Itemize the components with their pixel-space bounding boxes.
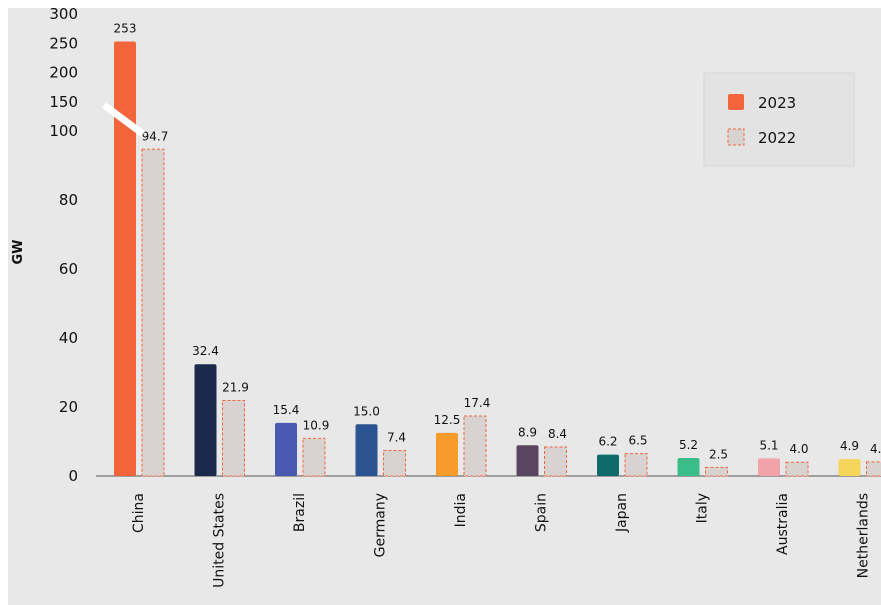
data-label-2023: 32.4 xyxy=(192,344,219,358)
y-axis-label: GW xyxy=(11,239,26,264)
bar-2023 xyxy=(597,454,619,476)
y-tick-label: 300 xyxy=(49,8,78,23)
bar-2023 xyxy=(194,364,217,476)
y-tick-label: 200 xyxy=(49,64,78,82)
data-label-2023: 12.5 xyxy=(434,413,461,427)
data-label-2023: 6.2 xyxy=(598,435,617,449)
legend-label-2023: 2023 xyxy=(758,94,796,112)
data-label-2022: 10.9 xyxy=(303,418,330,432)
bar-2023 xyxy=(275,422,297,476)
bar-2022 xyxy=(383,449,406,477)
data-label-2022: 6.5 xyxy=(628,434,647,448)
data-label-2023: 253 xyxy=(114,21,137,35)
data-label-2022: 8.4 xyxy=(548,427,567,441)
y-tick-label: 250 xyxy=(49,34,78,52)
x-category-label: Italy xyxy=(695,493,711,523)
data-label-2022: 2.5 xyxy=(709,447,728,461)
data-label-2022: 4.0 xyxy=(789,442,808,456)
y-tick-label: 150 xyxy=(49,93,78,111)
bar-2022 xyxy=(866,461,881,477)
data-label-2023: 4.9 xyxy=(840,439,859,453)
x-category-label: Germany xyxy=(373,493,389,557)
bar-2023 xyxy=(758,458,780,476)
data-label-2023: 5.1 xyxy=(759,438,778,452)
x-category-label: Netherlands xyxy=(856,493,872,578)
bar-2023 xyxy=(677,458,700,476)
legend-swatch-2023 xyxy=(728,94,744,110)
y-tick-label: 80 xyxy=(59,191,78,209)
legend-swatch-2022 xyxy=(727,128,745,146)
bar-chart: GW 0 20 40 60 80 100 150 200 250 300 253 94.7 China 32… xyxy=(11,8,881,588)
bar-2023 xyxy=(838,459,861,476)
data-label-2023: 15.4 xyxy=(273,403,300,417)
data-label-2023: 15.0 xyxy=(353,404,380,418)
x-category-label: India xyxy=(453,493,469,527)
data-label-2022: 7.4 xyxy=(387,430,406,444)
bar-2022 xyxy=(141,148,165,477)
y-tick-label: 40 xyxy=(59,329,78,347)
y-tick-label: 20 xyxy=(59,398,78,416)
data-label-2022: 21.9 xyxy=(222,380,249,394)
bar-2023 xyxy=(114,41,136,477)
x-category-label: Spain xyxy=(534,493,550,532)
x-category-label: Brazil xyxy=(292,493,308,532)
y-tick-label: 60 xyxy=(59,260,78,278)
legend-box xyxy=(703,72,855,167)
bar-2022 xyxy=(463,415,487,477)
bar-2022 xyxy=(302,437,326,477)
bar-2022 xyxy=(544,446,567,477)
y-tick-label: 100 xyxy=(49,122,78,140)
data-label-2023: 5.2 xyxy=(679,438,698,452)
legend-label-2022: 2022 xyxy=(758,129,796,147)
bar-2023 xyxy=(436,432,458,476)
data-label-2022: 17.4 xyxy=(464,396,491,410)
data-label-2022: 4.1 xyxy=(870,442,881,456)
axis-break-marker xyxy=(101,102,146,137)
y-tick-label: 0 xyxy=(68,467,78,485)
bar-2023 xyxy=(516,445,539,476)
bar-2022 xyxy=(785,461,809,477)
x-category-label: China xyxy=(131,493,147,533)
x-category-label: Japan xyxy=(614,493,630,533)
bar-2022 xyxy=(222,399,245,477)
data-label-2022: 94.7 xyxy=(142,129,169,143)
x-category-label: Australia xyxy=(775,493,791,555)
bar-2022 xyxy=(705,466,728,477)
chart-panel: GW 0 20 40 60 80 100 150 200 250 300 253 94.7 China 32… xyxy=(8,8,881,605)
bar-2022 xyxy=(624,453,648,477)
bar-2023 xyxy=(355,424,378,476)
data-label-2023: 8.9 xyxy=(518,425,537,439)
x-category-label: United States xyxy=(212,493,228,588)
